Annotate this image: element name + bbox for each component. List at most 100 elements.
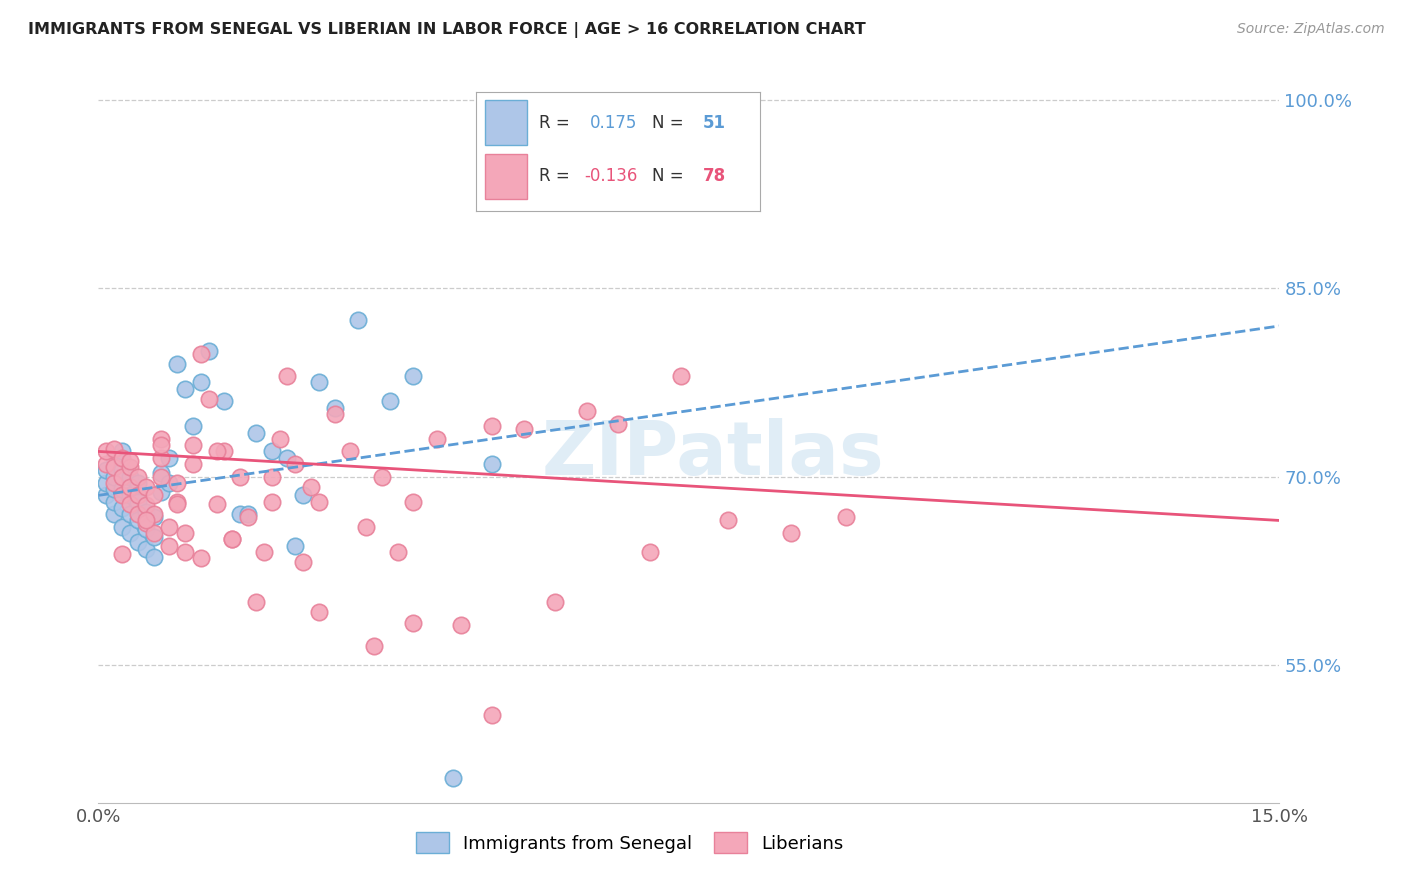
Point [111,547,134,561]
Point [111,520,134,534]
Point [190,376,212,390]
Point [142,509,165,524]
Point [402,616,425,631]
Point [135,542,157,557]
Point [284,457,307,471]
Point [481,457,503,471]
Point [780,526,803,541]
Point [103,494,125,508]
Point [96,457,118,471]
Point [205,444,228,458]
Text: Source: ZipAtlas.com: Source: ZipAtlas.com [1237,22,1385,37]
Point [118,454,141,468]
Point [142,526,165,541]
Point [118,488,141,502]
Point [221,533,243,547]
Point [354,520,377,534]
Point [118,479,141,493]
Point [229,507,252,521]
Point [308,376,330,390]
Point [166,475,188,490]
Point [236,509,259,524]
Point [142,507,165,521]
Point [127,469,149,483]
Point [387,545,409,559]
Point [190,551,212,566]
Point [245,425,267,440]
Point [441,771,464,785]
Point [111,450,134,465]
Point [135,479,157,493]
Point [575,404,598,418]
Point [292,488,315,502]
Point [96,463,118,477]
Point [323,407,346,421]
Point [103,459,125,474]
Point [118,497,141,511]
Point [118,507,141,521]
Point [308,494,330,508]
Point [166,494,188,508]
Point [260,494,283,508]
Point [197,392,219,406]
Point [166,497,188,511]
Point [197,344,219,359]
Point [402,369,425,384]
Point [118,526,141,541]
Point [103,507,125,521]
Point [127,488,149,502]
Point [166,357,188,371]
Point [276,369,298,384]
Point [96,444,118,458]
Point [323,401,346,415]
Point [150,484,173,499]
Point [221,533,243,547]
Point [481,419,503,434]
Point [450,617,472,632]
Point [118,459,141,474]
Point [717,513,740,527]
Point [174,382,197,396]
Point [260,469,283,483]
Point [245,595,267,609]
Point [157,539,180,553]
Point [260,444,283,458]
Point [174,545,197,559]
Legend: Immigrants from Senegal, Liberians: Immigrants from Senegal, Liberians [409,825,851,861]
Point [150,469,173,483]
Point [181,438,204,452]
Point [638,545,661,559]
Point [103,482,125,496]
Point [118,469,141,483]
Point [308,605,330,619]
Point [96,488,118,502]
Point [111,444,134,458]
Point [127,513,149,527]
Point [512,422,534,436]
Point [190,346,212,360]
Point [111,463,134,477]
Point [292,555,315,569]
Point [142,488,165,502]
Point [607,417,630,431]
Point [157,475,180,490]
Point [363,639,385,653]
Point [347,312,370,326]
Point [284,539,307,553]
Point [127,534,149,549]
Text: ZIPatlas: ZIPatlas [541,418,884,491]
Point [127,475,149,490]
Point [142,549,165,564]
Point [269,432,291,446]
Point [135,516,157,530]
Point [111,482,134,496]
Point [103,475,125,490]
Point [150,432,173,446]
Point [276,450,298,465]
Point [236,507,259,521]
Point [150,438,173,452]
Point [299,479,322,493]
Point [371,469,394,483]
Point [111,488,134,502]
Point [205,497,228,511]
